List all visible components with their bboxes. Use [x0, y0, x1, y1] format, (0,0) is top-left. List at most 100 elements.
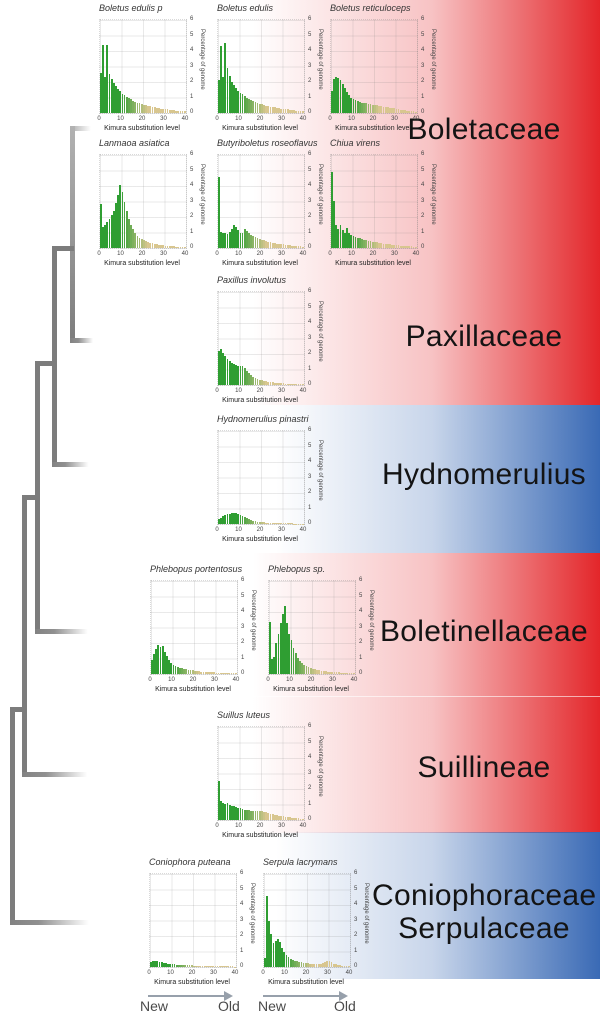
histogram-bar: [265, 240, 268, 248]
histogram-bar: [295, 523, 298, 524]
histogram-title: Butyriboletus roseoflavus: [217, 138, 318, 148]
histogram-bar: [263, 240, 265, 248]
histogram-bar: [177, 964, 180, 967]
histogram-bar: [168, 109, 171, 113]
histogram-title: Lanmaoa asiatica: [99, 138, 170, 148]
histogram-bar: [331, 91, 333, 113]
histogram-bar: [268, 921, 271, 967]
x-tick-label: 20: [188, 970, 196, 976]
histogram-bar: [169, 963, 172, 967]
y-tick-label: 0: [190, 244, 194, 250]
histogram-bar: [152, 960, 154, 967]
histogram-plot: [217, 291, 305, 386]
y-tick-label: 4: [308, 754, 312, 760]
histogram-bar: [316, 669, 319, 674]
y-tick-label: 3: [190, 62, 194, 69]
histogram-bar: [218, 781, 220, 820]
histogram-bar: [147, 105, 150, 113]
histogram-bar: [280, 523, 283, 524]
histogram-bar: [112, 210, 115, 248]
y-tick-label: 1: [241, 654, 245, 661]
histogram-bar: [282, 244, 285, 248]
histogram-bar: [408, 110, 411, 113]
histogram-bar: [230, 228, 233, 248]
histogram-bar: [326, 960, 329, 967]
histogram-bar: [159, 646, 162, 674]
histogram-bar: [299, 246, 302, 248]
histogram-bar: [237, 807, 240, 820]
histogram-bar: [233, 364, 235, 385]
histogram-bar: [271, 814, 274, 820]
histogram-bar: [162, 108, 165, 113]
histogram-bar: [153, 107, 156, 113]
histogram-plot: [330, 154, 418, 249]
histogram-bar: [219, 672, 222, 674]
histogram-bar: [166, 109, 169, 113]
histogram-bar: [183, 668, 186, 674]
histogram-bar: [269, 242, 272, 248]
histogram-bar: [278, 243, 280, 248]
histogram-bar: [241, 232, 244, 248]
y-tick-label: 3: [359, 623, 363, 630]
y-tick-label: 4: [308, 182, 312, 188]
histogram-plot: [268, 580, 356, 675]
histogram-bar: [185, 669, 188, 674]
histogram-bar: [226, 234, 229, 248]
histogram-bar: [288, 109, 291, 113]
histogram-bar: [312, 668, 314, 674]
histogram-bar: [220, 966, 223, 967]
x-tick-label: 30: [329, 677, 336, 683]
histogram-bar: [279, 942, 281, 967]
histogram-bar: [293, 383, 296, 385]
histogram-bar: [254, 236, 257, 248]
histogram-bar: [163, 651, 166, 674]
y-tick-label: 3: [308, 62, 312, 69]
time-arrow-head-icon: [339, 991, 348, 1001]
family-label-boletaceae: Boletaceae: [407, 113, 561, 146]
histogram-bar: [208, 965, 210, 967]
x-tick-label: 30: [210, 970, 217, 976]
tree-tip-hydnomerulius: [52, 462, 90, 467]
histogram-bar: [199, 965, 202, 967]
histogram-bar: [234, 673, 237, 674]
histogram-bar: [376, 105, 378, 113]
histogram-bar: [147, 242, 150, 248]
histogram-bar: [365, 103, 368, 113]
y-axis-label: Percentage of genome: [317, 736, 323, 797]
y-tick-label: 3: [308, 473, 312, 480]
y-tick-label: 2: [354, 932, 358, 938]
family-label-serpulaceae: Serpulaceae: [398, 912, 570, 945]
y-tick-label: 6: [308, 723, 312, 729]
histogram-bar: [102, 227, 104, 248]
histogram-bar: [228, 804, 231, 820]
histogram-bar: [341, 84, 344, 113]
histogram-bar: [187, 669, 190, 674]
histogram-bar: [230, 362, 233, 385]
histogram-bar: [307, 667, 310, 674]
histogram-bar: [276, 939, 279, 967]
y-tick-label: 0: [308, 381, 312, 387]
histogram-bar: [143, 240, 145, 248]
histogram-bar: [218, 176, 220, 248]
histogram-bar: [149, 106, 152, 113]
histogram-plot: [263, 873, 351, 968]
histogram-bar: [209, 672, 211, 674]
y-tick-label: 0: [308, 520, 312, 526]
histogram-bar: [414, 246, 417, 248]
histogram-bar: [276, 382, 278, 385]
histogram-bar: [292, 647, 295, 674]
time-arrow-line: [148, 995, 224, 997]
histogram-bar: [220, 800, 222, 820]
histogram-bar: [183, 247, 186, 248]
histogram-title: Boletus edulis: [217, 3, 274, 13]
histogram-bar: [301, 818, 304, 820]
histogram-bar: [110, 215, 113, 248]
x-tick-label: 10: [168, 677, 175, 683]
histogram-bar: [241, 366, 244, 385]
histogram-bar: [241, 94, 244, 113]
y-tick-label: 6: [359, 577, 363, 583]
histogram-bar: [112, 82, 115, 113]
histogram-bar: [301, 663, 304, 674]
y-axis-label: Percentage of genome: [430, 164, 436, 225]
histogram-bar: [243, 809, 246, 820]
